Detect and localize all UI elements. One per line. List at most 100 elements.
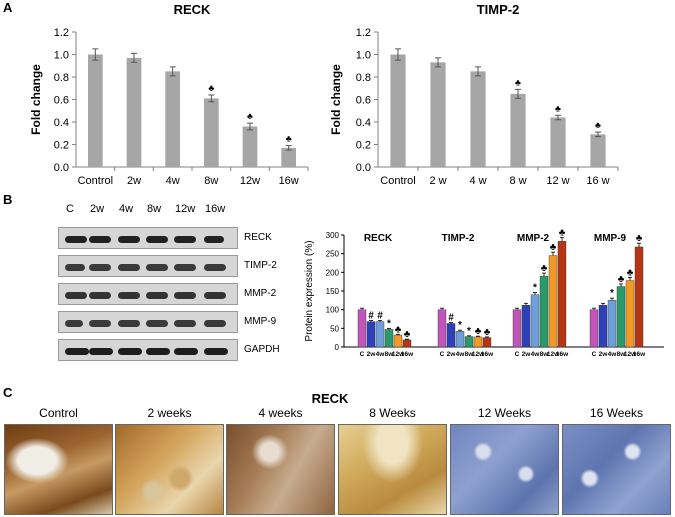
blot-strip <box>58 311 238 333</box>
blot-band <box>118 236 140 243</box>
significance-mark: # <box>377 310 383 321</box>
x-tick-label: 8w <box>204 175 218 187</box>
blot-band <box>146 292 168 299</box>
timp2-fold-change-chart: TIMP-2 Fold change 0.0 0.2 0.4 0.6 0.8 1.0 1.2 Co… <box>330 5 619 187</box>
blot-band <box>204 348 228 355</box>
significance-mark: * <box>533 282 537 293</box>
protein-expression-chart: Protein expression (%) 0 50 100 150 200 250 300… <box>304 228 664 358</box>
y-axis-label: Protein expression (%) <box>304 240 315 341</box>
x-tick-label: 2w <box>599 351 609 358</box>
protein-bar <box>375 321 385 348</box>
x-tick-label: 8w <box>617 351 627 358</box>
x-tick-label: C <box>440 351 445 358</box>
x-tick-label: 16w <box>279 175 299 187</box>
significance-mark: # <box>448 312 454 323</box>
histology-image <box>115 424 224 515</box>
x-tick-label: 2w <box>127 175 141 187</box>
blot-band <box>174 320 196 327</box>
protein-bar <box>616 286 626 348</box>
blot-protein-label: MMP-2 <box>244 288 277 299</box>
x-tick-label: 16w <box>556 351 569 358</box>
chart-title: TIMP-2 <box>477 5 520 17</box>
x-tick-label: 8w <box>385 351 395 358</box>
y-tick-label: 0.4 <box>356 117 371 129</box>
group-title: RECK <box>364 233 393 244</box>
x-tick-label: 4w <box>376 351 386 358</box>
panel-c-letter: C <box>3 385 13 400</box>
y-tick-label: 1.0 <box>54 50 69 62</box>
x-tick-label: Control <box>380 175 415 187</box>
protein-bar <box>482 337 492 348</box>
blot-protein-label: GAPDH <box>244 344 280 355</box>
y-tick-label: 0 <box>335 343 340 352</box>
blot-band <box>204 320 226 327</box>
y-tick-label: 150 <box>326 287 340 296</box>
y-tick-label: 0.4 <box>54 117 69 129</box>
protein-bar <box>598 304 608 348</box>
y-tick-label: 0.2 <box>54 140 69 152</box>
x-tick-label: 2w <box>367 351 377 358</box>
blot-band <box>204 264 226 271</box>
bar <box>590 134 606 167</box>
blot-band <box>146 236 168 243</box>
histology-caption: 2 weeks <box>147 406 192 420</box>
histology-image <box>562 424 671 515</box>
histology-image <box>226 424 335 515</box>
y-tick-label: 300 <box>326 231 340 240</box>
x-tick-label: 2w <box>522 351 532 358</box>
significance-mark: ♣ <box>559 228 566 239</box>
protein-bar <box>607 300 617 348</box>
chart-title: RECK <box>174 5 211 17</box>
blot-lane-label: 16w <box>205 203 226 215</box>
x-tick-label: 2w <box>447 351 457 358</box>
x-tick-label: 4w <box>608 351 618 358</box>
x-tick-label: 8 w <box>509 175 526 187</box>
histology-caption: Control <box>39 406 78 420</box>
x-tick-label: Control <box>78 175 113 187</box>
significance-mark: ♣ <box>541 263 548 274</box>
protein-bar <box>512 309 522 348</box>
bar <box>281 147 297 167</box>
x-tick-label: C <box>515 351 520 358</box>
blot-strip <box>58 283 238 305</box>
blot-lane-label: 8w <box>147 203 162 215</box>
x-tick-label: 16w <box>481 351 494 358</box>
blot-lane-label: 12w <box>175 203 196 215</box>
significance-mark: ♣ <box>618 274 625 285</box>
bar <box>430 62 446 167</box>
significance-mark: ♣ <box>395 324 402 335</box>
x-tick-label: 12w <box>472 351 485 358</box>
blot-strip <box>58 255 238 277</box>
histology-title: RECK <box>311 391 349 406</box>
blot-strip <box>58 339 238 361</box>
protein-bar <box>357 309 367 348</box>
x-tick-label: 16w <box>401 351 414 358</box>
protein-bar <box>402 339 412 348</box>
y-tick-label: 0.8 <box>356 72 371 84</box>
blot-band <box>65 236 87 243</box>
protein-bar <box>539 275 549 348</box>
y-tick-label: 0.0 <box>54 162 69 174</box>
bar <box>242 126 258 167</box>
significance-mark: ♣ <box>208 83 214 93</box>
histology-image <box>450 424 559 515</box>
histology-image <box>338 424 447 515</box>
blot-band <box>146 348 170 355</box>
bar <box>87 54 103 167</box>
x-tick-label: 16 w <box>586 175 609 187</box>
significance-mark: ♣ <box>550 242 557 253</box>
protein-bar <box>530 294 540 348</box>
x-tick-label: 4 w <box>469 175 486 187</box>
protein-bar <box>521 304 531 348</box>
protein-bar <box>548 255 558 348</box>
protein-bar <box>437 309 447 348</box>
blot-band <box>204 292 226 299</box>
significance-mark: ♣ <box>475 326 482 337</box>
blot-band <box>65 348 89 355</box>
y-tick-label: 0.0 <box>356 162 371 174</box>
y-tick-label: 1.0 <box>356 50 371 62</box>
bar <box>203 98 219 167</box>
blot-protein-label: RECK <box>244 232 272 243</box>
blot-band <box>174 236 196 243</box>
y-tick-label: 0.6 <box>54 95 69 107</box>
